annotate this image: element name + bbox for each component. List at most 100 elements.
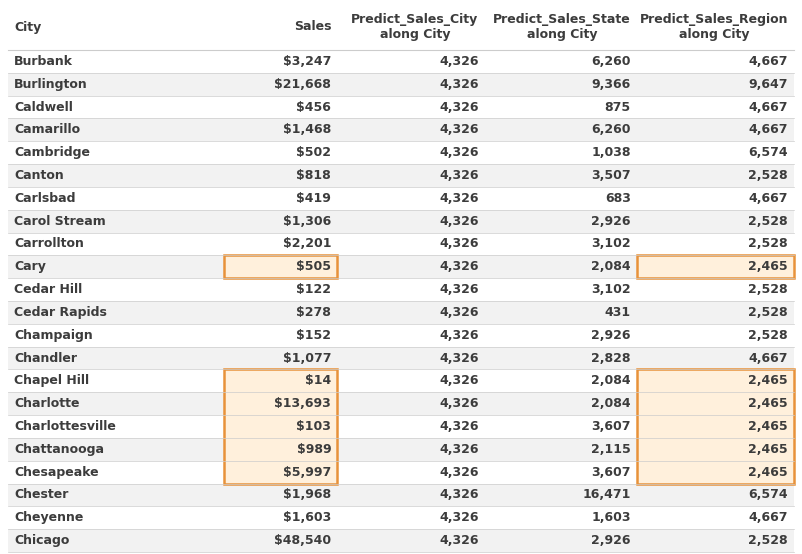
Text: 4,326: 4,326 <box>439 443 479 456</box>
Text: 2,528: 2,528 <box>748 329 788 342</box>
Text: 6,574: 6,574 <box>748 146 788 159</box>
Text: Predict_Sales_State
along City: Predict_Sales_State along City <box>493 13 631 41</box>
Text: 2,465: 2,465 <box>748 397 788 410</box>
Bar <box>8 255 794 278</box>
Text: $818: $818 <box>297 169 331 182</box>
Text: 1,038: 1,038 <box>591 146 631 159</box>
Text: Canton: Canton <box>14 169 63 182</box>
Text: $1,077: $1,077 <box>282 352 331 365</box>
Text: 3,102: 3,102 <box>591 238 631 250</box>
Text: 4,326: 4,326 <box>439 534 479 547</box>
Bar <box>8 119 794 141</box>
Text: 2,465: 2,465 <box>748 443 788 456</box>
Text: $152: $152 <box>296 329 331 342</box>
Bar <box>8 370 794 392</box>
Text: 2,084: 2,084 <box>591 397 631 410</box>
Text: 4,326: 4,326 <box>439 169 479 182</box>
Text: 16,471: 16,471 <box>582 489 631 501</box>
Text: 4,326: 4,326 <box>439 329 479 342</box>
Bar <box>8 415 794 438</box>
Bar <box>637 461 794 484</box>
Bar <box>8 461 794 484</box>
Bar <box>637 438 794 461</box>
Text: Chattanooga: Chattanooga <box>14 443 104 456</box>
Text: 2,926: 2,926 <box>591 534 631 547</box>
Text: Chesapeake: Chesapeake <box>14 465 99 479</box>
Bar <box>224 255 337 278</box>
Text: $1,603: $1,603 <box>283 511 331 524</box>
Text: 6,260: 6,260 <box>591 124 631 136</box>
Text: 6,574: 6,574 <box>748 489 788 501</box>
Text: $5,997: $5,997 <box>283 465 331 479</box>
Bar <box>637 392 794 415</box>
Bar <box>224 255 337 278</box>
Text: Cambridge: Cambridge <box>14 146 90 159</box>
Bar <box>224 438 337 461</box>
Bar <box>8 73 794 96</box>
Text: $3,247: $3,247 <box>283 55 331 68</box>
Text: $103: $103 <box>296 420 331 433</box>
Bar <box>8 141 794 164</box>
Text: 4,326: 4,326 <box>439 146 479 159</box>
Text: $502: $502 <box>296 146 331 159</box>
Text: 4,667: 4,667 <box>748 352 788 365</box>
Text: Cary: Cary <box>14 260 46 273</box>
Text: $14: $14 <box>305 375 331 387</box>
Text: 2,528: 2,528 <box>748 306 788 319</box>
Text: 4,326: 4,326 <box>439 214 479 228</box>
Text: 4,326: 4,326 <box>439 283 479 296</box>
Bar <box>8 392 794 415</box>
Text: 4,326: 4,326 <box>439 352 479 365</box>
Bar <box>637 370 794 484</box>
Bar <box>637 370 794 392</box>
Bar <box>8 347 794 370</box>
Bar <box>8 187 794 210</box>
Text: City: City <box>14 20 41 33</box>
Text: 4,326: 4,326 <box>439 100 479 114</box>
Text: $1,306: $1,306 <box>283 214 331 228</box>
Text: 683: 683 <box>605 192 631 205</box>
Text: Carlsbad: Carlsbad <box>14 192 75 205</box>
Bar <box>8 164 794 187</box>
Text: Predict_Sales_Region
along City: Predict_Sales_Region along City <box>639 13 788 41</box>
Text: Chandler: Chandler <box>14 352 77 365</box>
Text: 2,465: 2,465 <box>748 465 788 479</box>
Text: 2,115: 2,115 <box>591 443 631 456</box>
Bar <box>637 415 794 438</box>
Bar <box>224 461 337 484</box>
Bar <box>224 392 337 415</box>
Text: Predict_Sales_City
along City: Predict_Sales_City along City <box>351 13 479 41</box>
Bar <box>224 415 337 438</box>
Bar <box>8 96 794 119</box>
Text: 2,528: 2,528 <box>748 283 788 296</box>
Text: 2,528: 2,528 <box>748 534 788 547</box>
Text: Carol Stream: Carol Stream <box>14 214 106 228</box>
Text: $48,540: $48,540 <box>274 534 331 547</box>
Text: Sales: Sales <box>294 20 331 33</box>
Text: $456: $456 <box>296 100 331 114</box>
Text: 2,926: 2,926 <box>591 329 631 342</box>
Text: 4,326: 4,326 <box>439 260 479 273</box>
Bar <box>224 370 337 392</box>
Bar <box>8 50 794 73</box>
Bar <box>8 4 794 50</box>
Text: 2,465: 2,465 <box>748 375 788 387</box>
Text: 4,326: 4,326 <box>439 238 479 250</box>
Text: $122: $122 <box>296 283 331 296</box>
Text: $1,968: $1,968 <box>283 489 331 501</box>
Bar <box>8 233 794 255</box>
Text: 2,926: 2,926 <box>591 214 631 228</box>
Text: 431: 431 <box>605 306 631 319</box>
Text: Charlotte: Charlotte <box>14 397 79 410</box>
Text: 4,326: 4,326 <box>439 78 479 91</box>
Text: Caldwell: Caldwell <box>14 100 73 114</box>
Text: 4,326: 4,326 <box>439 192 479 205</box>
Bar <box>8 529 794 552</box>
Text: $13,693: $13,693 <box>274 397 331 410</box>
Bar <box>8 278 794 301</box>
Text: 4,326: 4,326 <box>439 306 479 319</box>
Text: Chester: Chester <box>14 489 68 501</box>
Text: $989: $989 <box>297 443 331 456</box>
Bar <box>8 324 794 347</box>
Text: 2,528: 2,528 <box>748 238 788 250</box>
